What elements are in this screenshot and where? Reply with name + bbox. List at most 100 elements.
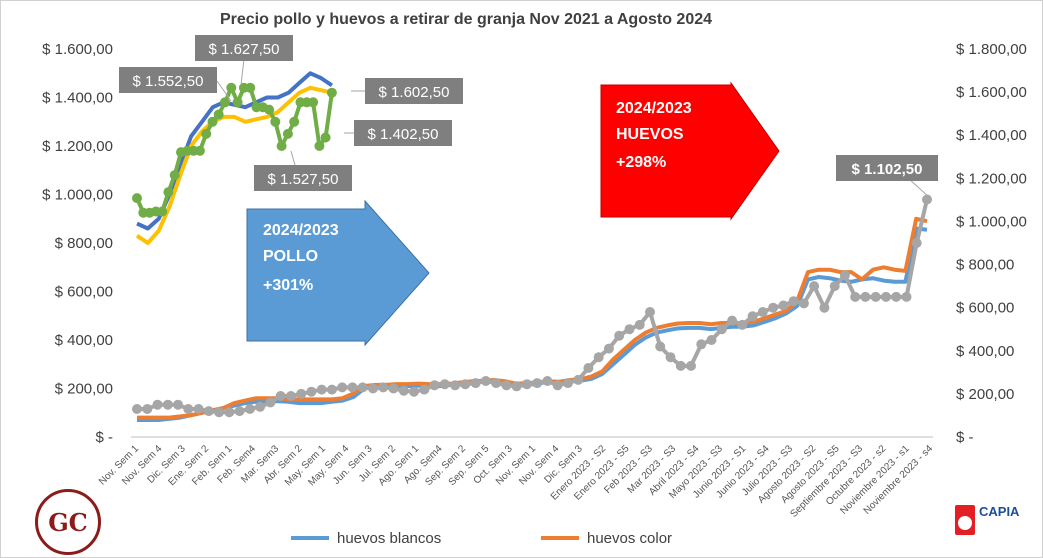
series-point-pollo-verde xyxy=(232,97,243,108)
series-point-pollo-verde xyxy=(282,128,293,139)
series-point-huevos-gris xyxy=(768,302,779,313)
series-line-pollo-amarillo xyxy=(135,85,333,245)
series-point-huevos-gris xyxy=(501,380,512,391)
callout-pollo-a: $ 1.627,50 xyxy=(209,41,280,58)
series-point-huevos-gris xyxy=(850,291,861,302)
series-point-huevos-gris xyxy=(378,382,389,393)
left-tick-label: $ 1.600,00 xyxy=(42,41,113,58)
series-point-pollo-verde xyxy=(194,145,205,156)
series-point-huevos-gris xyxy=(624,324,635,335)
series-point-pollo-verde xyxy=(213,109,224,120)
legend-label-huevos-blancos: huevos blancos xyxy=(337,530,441,547)
series-point-huevos-gris xyxy=(203,406,214,417)
right-axis-ticks: $ - $ 200,00 $ 400,00 $ 600,00 $ 800,00 $ 1.0… xyxy=(956,41,1027,446)
series-point-pollo-verde xyxy=(163,187,174,198)
series-point-huevos-gris xyxy=(398,385,409,396)
series-point-pollo-verde xyxy=(201,128,212,139)
series-point-pollo-verde xyxy=(245,82,256,93)
series-point-huevos-gris xyxy=(357,382,368,393)
series-point-pollo-verde xyxy=(157,206,168,217)
series-point-huevos-gris xyxy=(491,378,502,389)
callout-box-b xyxy=(119,67,217,93)
series-point-huevos-gris xyxy=(778,300,789,311)
series-point-pollo-verde xyxy=(289,116,300,127)
legend-label-huevos-color: huevos color xyxy=(587,530,672,547)
callout-box-e xyxy=(254,165,352,191)
series-point-huevos-gris xyxy=(696,339,707,350)
series-point-huevos-gris xyxy=(747,311,758,322)
series-point-pollo-verde xyxy=(132,193,142,204)
series-point-huevos-gris xyxy=(152,399,163,410)
series-point-huevos-gris xyxy=(798,298,809,309)
series-point-huevos-gris xyxy=(788,296,799,307)
left-tick-label: $ 1.000,00 xyxy=(42,187,113,204)
series-point-pollo-verde xyxy=(220,97,230,108)
capia-logo: CAPIA xyxy=(955,504,1020,535)
series-point-huevos-gris xyxy=(439,379,450,390)
series-point-pollo-verde xyxy=(314,141,325,151)
series-point-huevos-gris xyxy=(645,307,655,317)
callout-pollo-c: $ 1.602,50 xyxy=(379,84,450,101)
left-tick-label: $ 1.400,00 xyxy=(42,90,113,107)
series-point-pollo-verde xyxy=(308,97,319,108)
series-point-huevos-gris xyxy=(901,291,912,302)
series-point-huevos-gris xyxy=(419,384,430,395)
callout-connector-b xyxy=(216,80,232,102)
series-point-huevos-gris xyxy=(881,291,891,302)
series-point-huevos-gris xyxy=(809,281,820,292)
series-point-huevos-gris xyxy=(727,315,738,326)
series-point-huevos-gris xyxy=(234,406,245,417)
series-point-huevos-gris xyxy=(716,324,727,335)
series-point-huevos-gris xyxy=(285,391,296,401)
huevos-arrow: 2024/2023 HUEVOS +298% xyxy=(600,81,780,221)
chart-title: Precio pollo y huevos a retirar de granj… xyxy=(220,11,712,28)
series-point-huevos-gris xyxy=(326,384,337,395)
series-point-huevos-gris xyxy=(214,407,225,418)
series-point-huevos-gris xyxy=(162,399,173,410)
series-point-huevos-gris xyxy=(583,363,594,373)
left-tick-label: $ 400,00 xyxy=(55,332,113,349)
left-tick-label: $ 600,00 xyxy=(55,284,113,301)
series-point-huevos-gris xyxy=(183,404,194,414)
series-point-huevos-gris xyxy=(480,376,491,386)
series-point-huevos-gris xyxy=(819,302,830,313)
series-point-pollo-verde xyxy=(226,82,237,93)
callout-pollo-d: $ 1.402,50 xyxy=(368,126,439,143)
series-point-huevos-gris xyxy=(542,376,553,386)
series-point-huevos-gris xyxy=(306,386,317,397)
series-point-pollo-verde xyxy=(326,87,337,98)
series-point-pollo-verde xyxy=(270,116,281,127)
series-point-huevos-gris xyxy=(337,382,348,393)
series-point-huevos-gris xyxy=(614,330,625,341)
huevos-arrow-line2: HUEVOS xyxy=(616,126,684,143)
left-tick-label: $ 800,00 xyxy=(55,235,113,252)
series-point-huevos-gris xyxy=(737,319,748,330)
series-point-huevos-gris xyxy=(521,379,532,390)
series-point-huevos-gris xyxy=(634,319,645,330)
left-tick-label: $ 200,00 xyxy=(55,381,113,398)
right-tick-label: $ 200,00 xyxy=(956,386,1014,403)
callout-connector-f xyxy=(908,178,930,198)
pollo-arrow-shape xyxy=(246,199,430,347)
legend: huevos blancos huevos color xyxy=(291,530,672,547)
series-point-pollo-verde xyxy=(264,104,275,115)
right-tick-label: $ - xyxy=(956,429,974,446)
callout-pollo-b: $ 1.552,50 xyxy=(133,73,204,90)
pollo-arrow-line3: +301% xyxy=(263,277,313,294)
series-point-huevos-gris xyxy=(675,360,686,371)
series-point-huevos-gris xyxy=(347,382,358,393)
right-tick-label: $ 1.000,00 xyxy=(956,213,1027,230)
capia-logo-text: CAPIA xyxy=(979,504,1020,519)
series-point-huevos-gris xyxy=(388,383,399,394)
series-point-pollo-verde xyxy=(320,132,331,143)
series-point-huevos-gris xyxy=(665,352,676,363)
series-point-huevos-gris xyxy=(839,270,850,281)
callouts: $ 1.627,50 $ 1.552,50 $ 1.602,50 $ 1.402… xyxy=(119,35,938,198)
right-tick-label: $ 1.200,00 xyxy=(956,170,1027,187)
series-point-huevos-gris xyxy=(296,388,307,399)
series-point-huevos-gris xyxy=(409,386,419,397)
right-tick-label: $ 1.600,00 xyxy=(956,84,1027,101)
pollo-arrow: 2024/2023 POLLO +301% xyxy=(246,199,430,347)
